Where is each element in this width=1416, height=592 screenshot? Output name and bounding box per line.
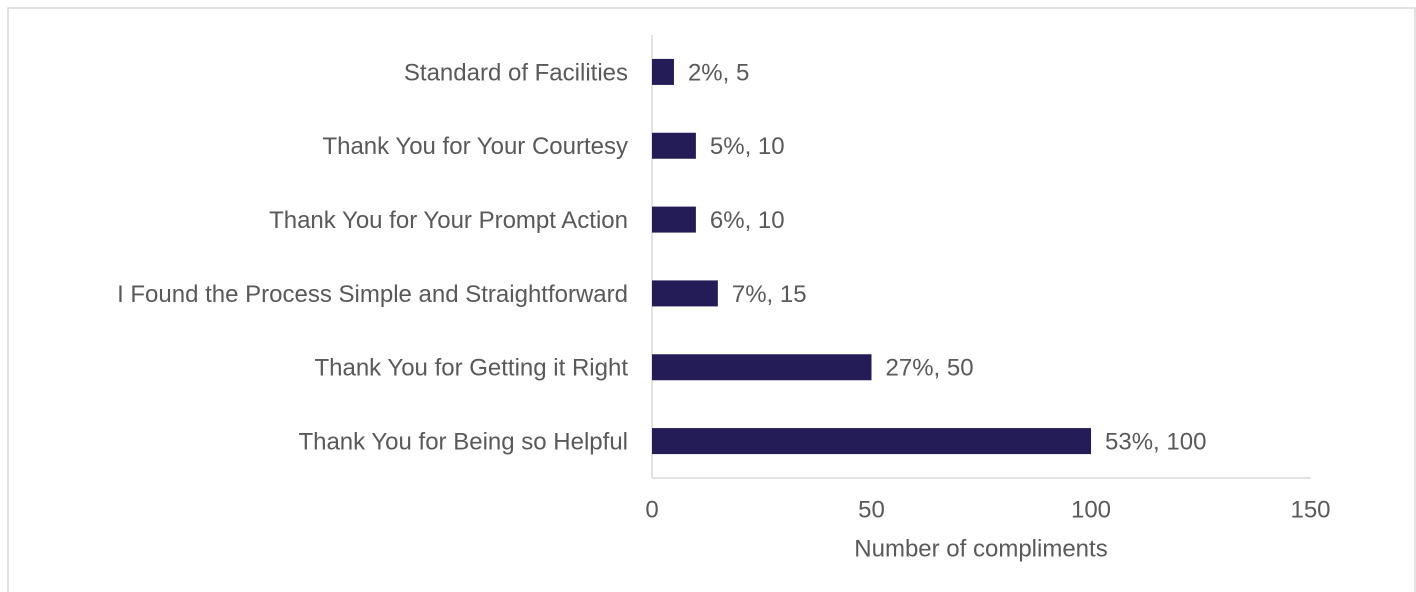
bar <box>652 280 718 307</box>
x-tick-label: 100 <box>1071 496 1111 523</box>
bar <box>652 354 872 381</box>
x-tick-label: 0 <box>645 496 658 523</box>
y-tick-label: Thank You for Being so Helpful <box>298 428 628 455</box>
y-tick-label: Thank You for Getting it Right <box>314 355 628 382</box>
bar <box>652 58 674 85</box>
x-axis-label: Number of compliments <box>854 535 1107 562</box>
x-tick-label: 50 <box>858 496 885 523</box>
y-tick-label: Thank You for Your Prompt Action <box>269 207 628 234</box>
data-label: 27%, 50 <box>886 355 974 382</box>
bar <box>652 428 1091 455</box>
data-label: 2%, 5 <box>688 59 749 86</box>
data-label: 53%, 100 <box>1105 428 1206 455</box>
y-tick-label: I Found the Process Simple and Straightf… <box>117 281 628 308</box>
bar <box>652 132 696 159</box>
y-tick-label: Thank You for Your Courtesy <box>322 133 628 160</box>
data-label: 6%, 10 <box>710 207 785 234</box>
x-tick-label: 150 <box>1290 496 1330 523</box>
y-tick-label: Standard of Facilities <box>404 59 628 86</box>
bar <box>652 206 696 233</box>
data-label: 5%, 10 <box>710 133 785 160</box>
data-label: 7%, 15 <box>732 281 807 308</box>
